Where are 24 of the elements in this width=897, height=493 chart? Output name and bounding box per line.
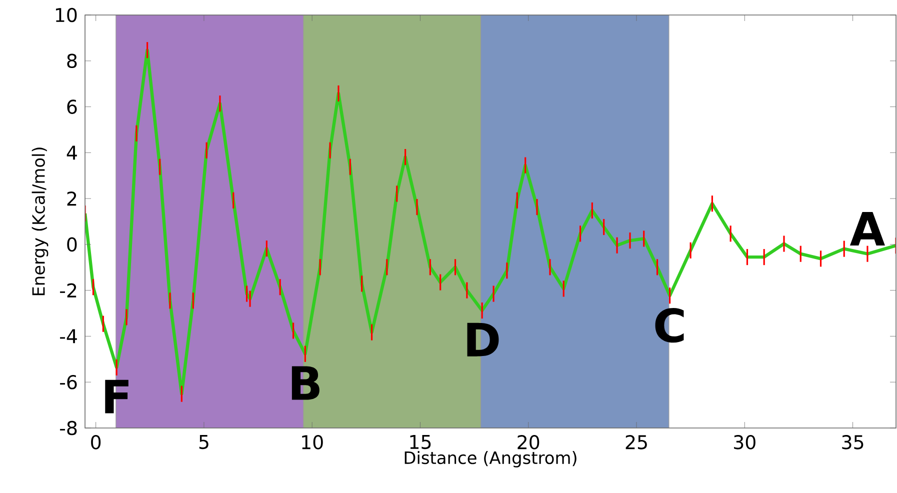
- x-tick-label: 15: [410, 435, 431, 450]
- y-tick-label: 8: [67, 54, 77, 68]
- annotation: D: [467, 322, 499, 356]
- y-axis-title: Energy (Kcal/mol): [32, 148, 48, 296]
- y-tick-label: 2: [67, 192, 76, 206]
- y-tick-label: -4: [60, 329, 77, 344]
- y-tick-label: 0: [67, 237, 77, 252]
- y-tick-label: 6: [67, 100, 77, 114]
- x-tick-label: 5: [199, 435, 208, 450]
- y-tick-label: -2: [60, 283, 76, 298]
- x-axis-title: Distance (Angstrom): [404, 451, 576, 468]
- x-tick-label: 0: [91, 435, 101, 450]
- x-tick-label: 25: [626, 435, 647, 450]
- y-tick-label: 4: [66, 146, 77, 160]
- x-tick-label: 10: [302, 435, 323, 450]
- y-tick-label: -6: [60, 374, 77, 390]
- y-tick-label: 10: [56, 8, 77, 22]
- x-tick-label: 20: [518, 435, 540, 450]
- annotation: C: [655, 308, 684, 343]
- annotation: A: [850, 212, 885, 246]
- annotation: B: [292, 366, 320, 400]
- x-tick-label: 35: [842, 435, 864, 450]
- x-tick-label: 30: [734, 435, 756, 450]
- y-tick-label: -8: [60, 420, 77, 436]
